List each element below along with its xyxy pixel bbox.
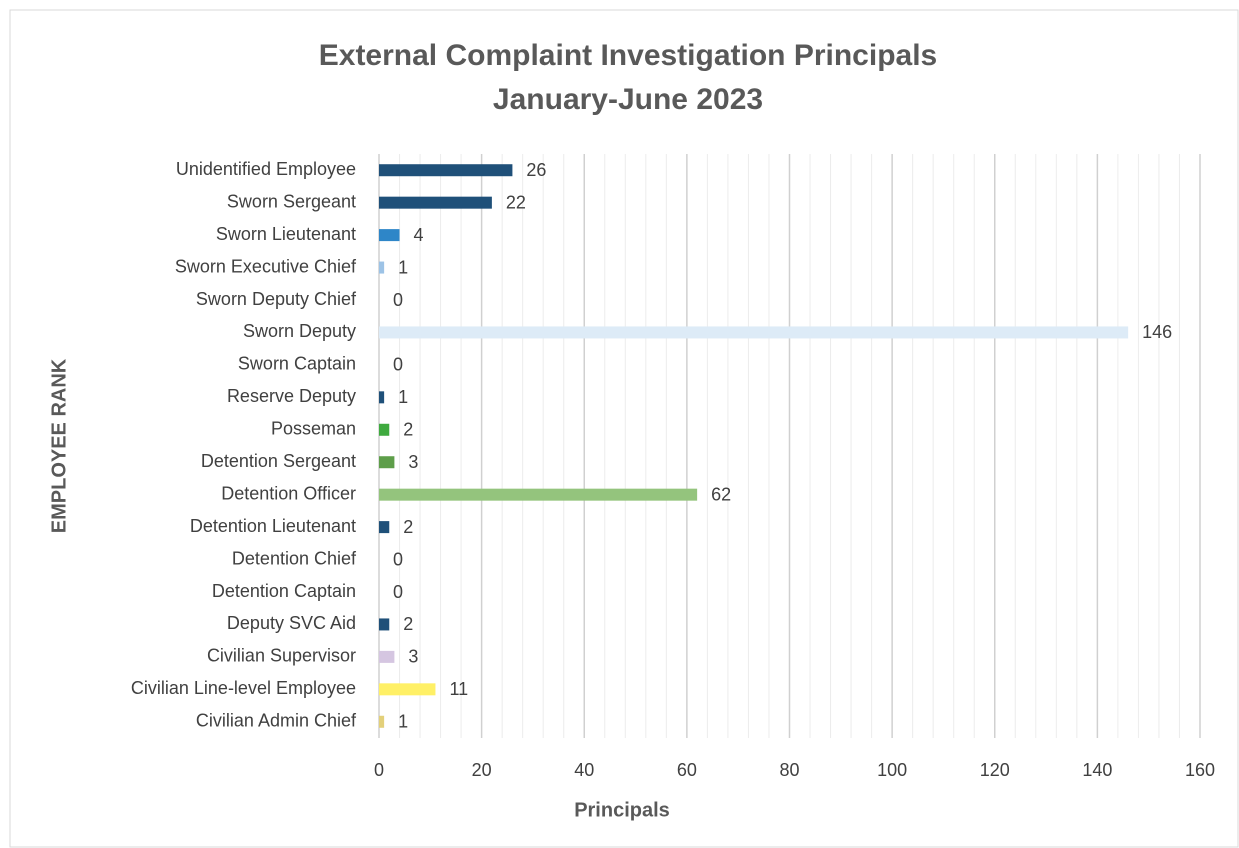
data-label: 4 [414,225,424,245]
x-tick-label: 160 [1185,760,1215,780]
x-axis-title: Principals [574,799,670,821]
data-label: 146 [1142,322,1172,342]
data-label: 1 [398,387,408,407]
x-tick-label: 20 [472,760,492,780]
y-tick-label: Sworn Lieutenant [216,224,356,244]
chart-title: External Complaint Investigation Princip… [319,39,937,72]
data-label: 2 [403,517,413,537]
bar [379,261,385,274]
data-label: 0 [393,290,403,310]
bar [379,196,492,209]
y-tick-label: Sworn Captain [238,354,356,374]
y-tick-label: Civilian Supervisor [207,646,356,666]
y-tick-label: Sworn Executive Chief [175,256,357,276]
x-tick-label: 120 [980,760,1010,780]
x-tick-label: 60 [677,760,697,780]
data-label: 2 [403,614,413,634]
bar [379,391,385,404]
y-tick-label: Posseman [271,419,356,439]
data-label: 0 [393,355,403,375]
x-tick-label: 140 [1082,760,1112,780]
y-tick-label: Civilian Line-level Employee [131,678,356,698]
bar [379,650,395,663]
bar [379,456,395,469]
data-label: 1 [398,257,408,277]
chart-border [9,9,1239,848]
y-tick-label: Detention Lieutenant [190,516,356,536]
y-tick-label: Deputy SVC Aid [227,613,356,633]
data-label: 22 [506,192,526,212]
y-tick-label: Detention Captain [212,581,356,601]
data-label: 2 [403,420,413,440]
y-tick-label: Detention Officer [221,483,356,503]
bar [379,423,390,436]
data-label: 3 [408,647,418,667]
bar [379,164,513,177]
data-label: 11 [449,679,468,699]
data-label: 0 [393,549,403,569]
x-tick-label: 0 [374,760,384,780]
x-tick-label: 80 [779,760,799,780]
data-label: 3 [408,452,418,472]
y-tick-label: Detention Chief [232,548,357,568]
bar [379,326,1129,339]
data-label: 62 [711,484,731,504]
bar [379,521,390,534]
y-tick-label: Sworn Sergeant [227,191,356,211]
y-tick-label: Sworn Deputy [243,321,356,341]
x-tick-label: 100 [877,760,907,780]
bar [379,488,698,501]
bar [379,715,385,728]
x-tick-label: 40 [574,760,594,780]
bar [379,229,400,242]
y-axis-title: EMPLOYEE RANK [48,358,70,533]
y-tick-label: Sworn Deputy Chief [196,289,357,309]
y-tick-label: Reserve Deputy [227,386,356,406]
y-tick-label: Detention Sergeant [201,451,356,471]
data-label: 26 [526,160,546,180]
y-tick-label: Unidentified Employee [176,159,356,179]
chart-title: January-June 2023 [493,83,763,116]
data-label: 1 [398,712,408,732]
bar [379,683,436,696]
bar [379,618,390,631]
data-label: 0 [393,582,403,602]
y-tick-label: Civilian Admin Chief [196,711,357,731]
